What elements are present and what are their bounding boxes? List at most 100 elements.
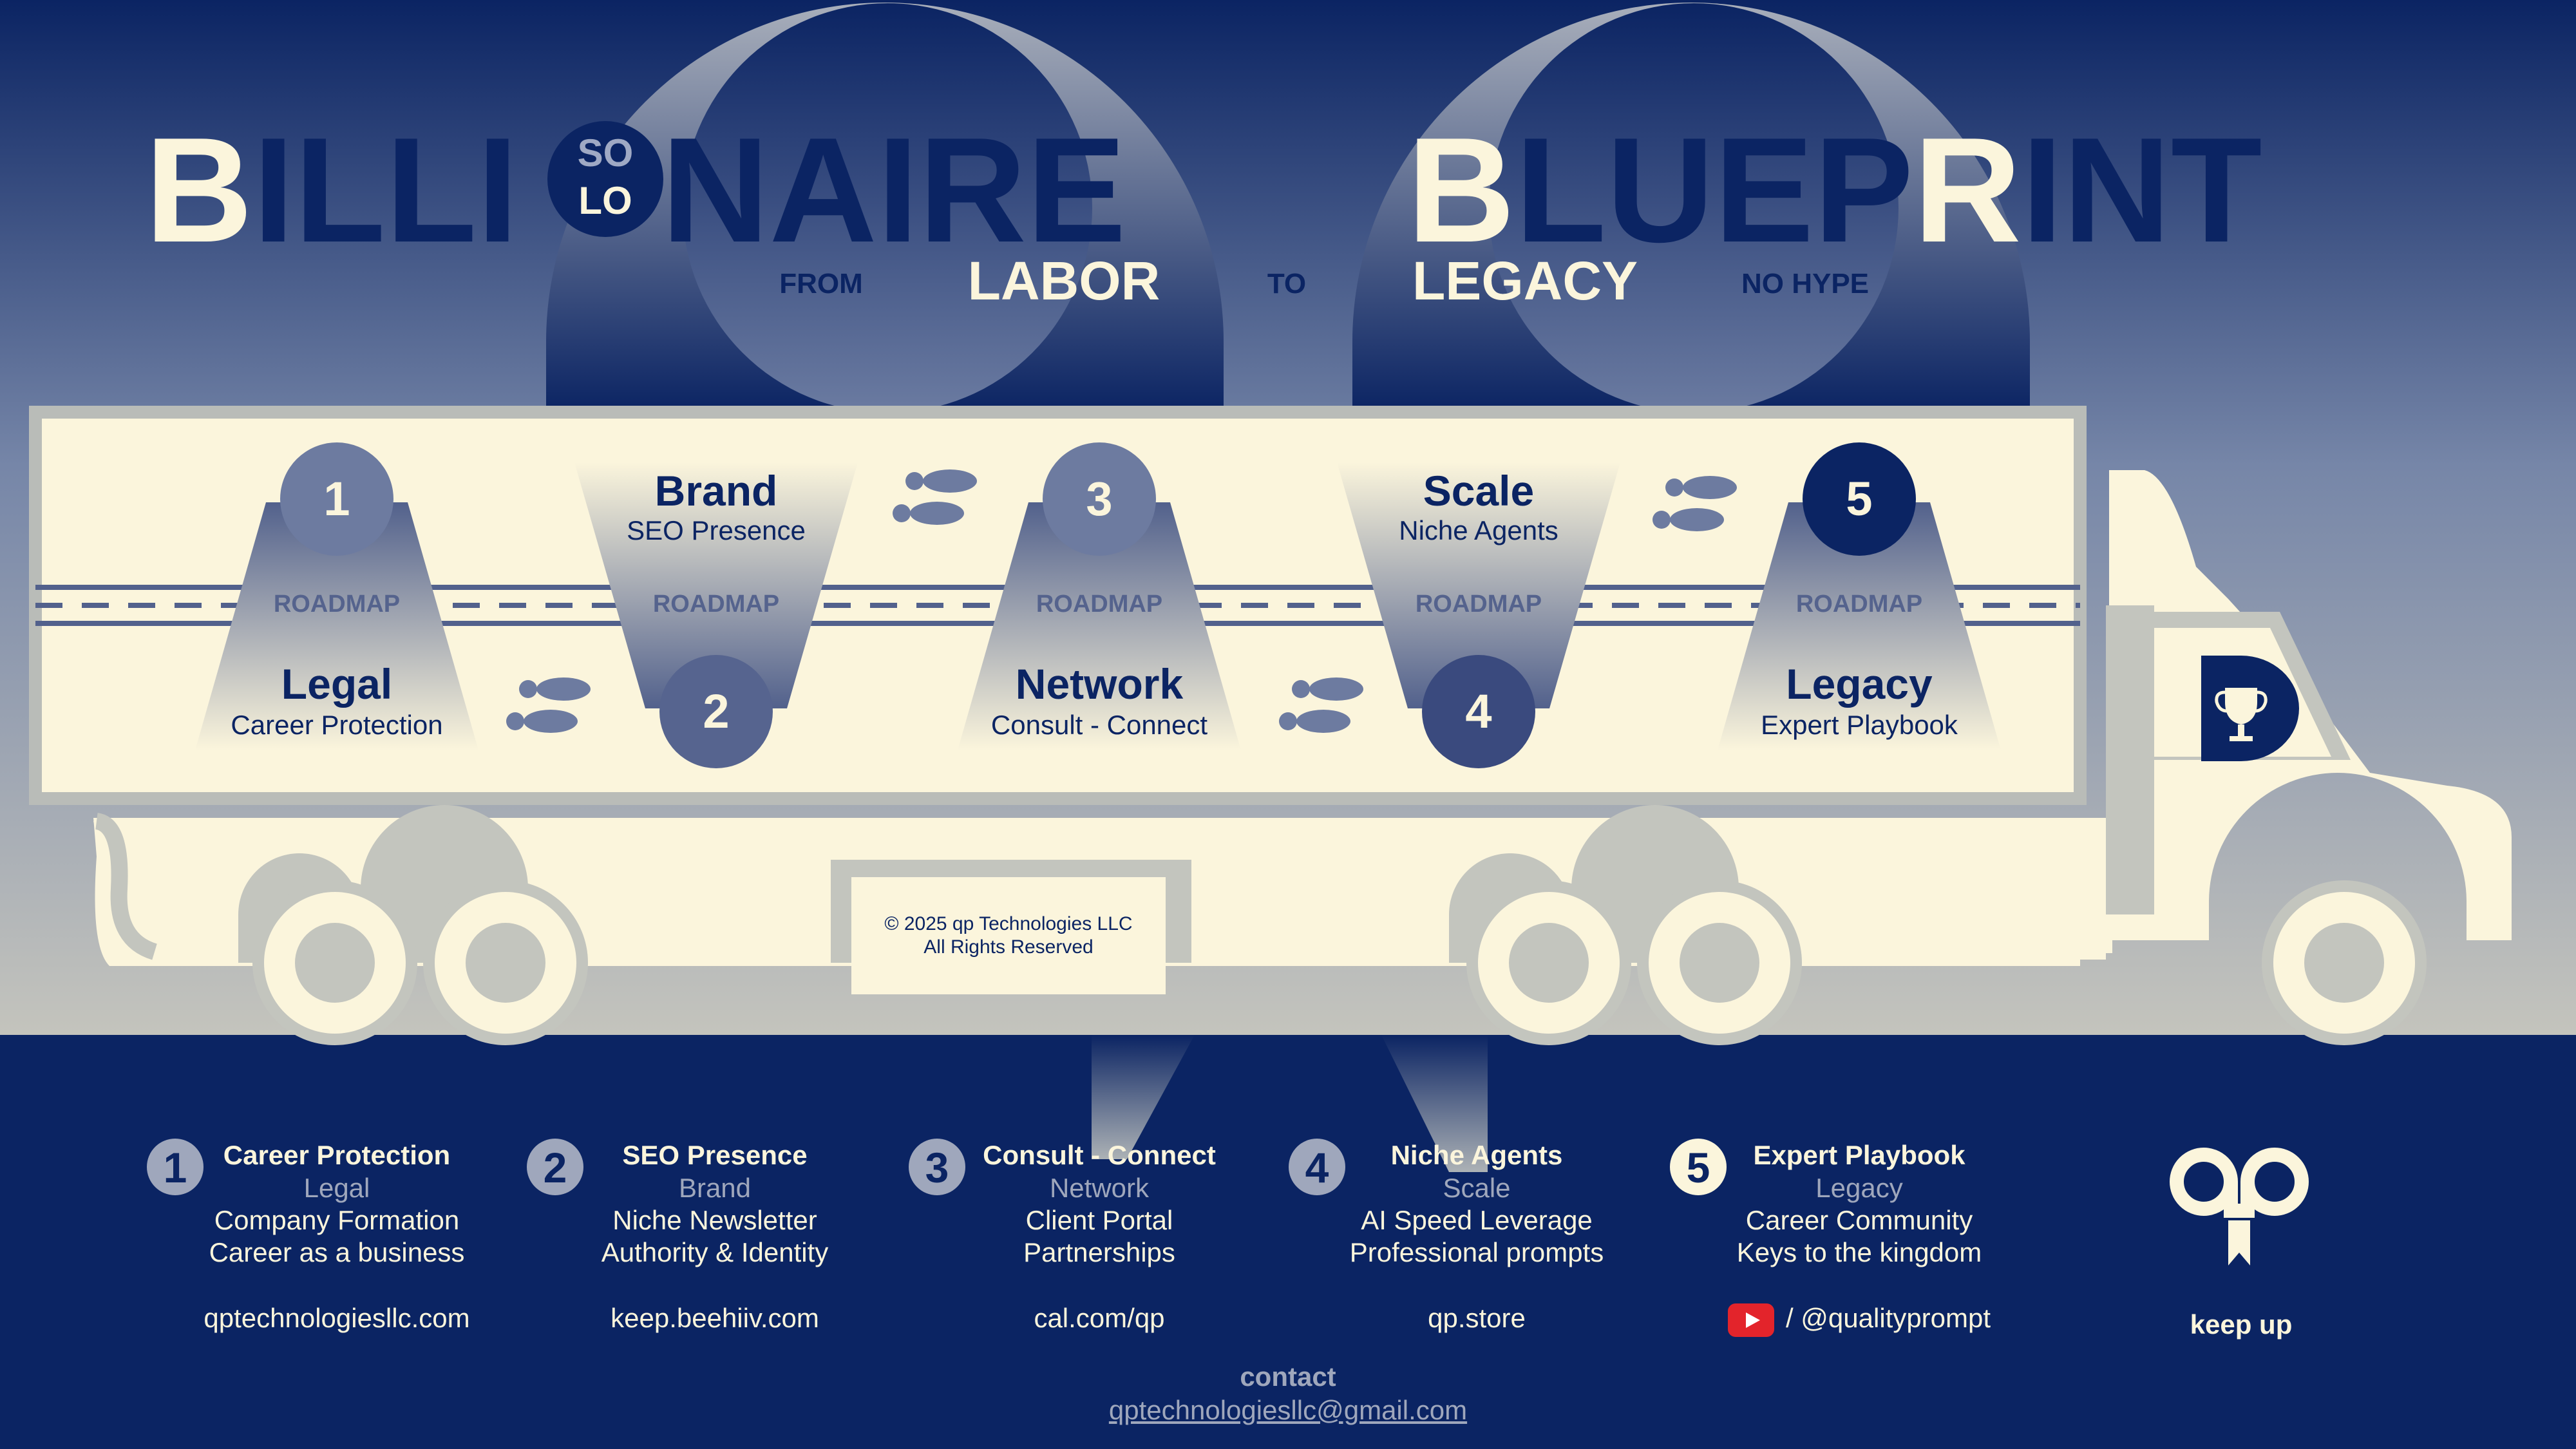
step-cone xyxy=(1718,502,2001,750)
roadmap-label: ROADMAP xyxy=(1036,591,1162,618)
tagline-from: FROM xyxy=(779,268,863,299)
footer-col-line: Client Portal xyxy=(1025,1205,1173,1235)
light-beam-left xyxy=(1092,1035,1195,1159)
footer-col-line: Keys to the kingdom xyxy=(1736,1237,1982,1267)
step-subtitle: Expert Playbook xyxy=(1761,710,1958,740)
roadmap-label: ROADMAP xyxy=(274,591,400,618)
roadmap-label: ROADMAP xyxy=(1796,591,1922,618)
step-number-disc xyxy=(280,442,393,556)
step-title: Legacy xyxy=(1786,660,1933,708)
footer-number: 4 xyxy=(1305,1144,1329,1191)
footer-link-website[interactable]: qptechnologiesllc.com xyxy=(204,1303,470,1333)
footer-col-line: Career Community xyxy=(1745,1205,1973,1235)
footer-number: 1 xyxy=(164,1144,187,1191)
footer-col-heading: Niche Agents xyxy=(1390,1140,1563,1170)
step-title: Scale xyxy=(1423,467,1534,515)
footer-link-youtube[interactable]: / @qualityprompt xyxy=(1679,1302,2040,1337)
step-number-disc xyxy=(659,655,773,768)
footer-col-5: Expert Playbook Legacy Career Community … xyxy=(1679,1139,2040,1337)
main-title: BILLI NAIRE xyxy=(145,107,1126,274)
truck-wheels xyxy=(252,880,2427,1045)
footer-number-badge: 3 xyxy=(909,1139,965,1195)
step-number-disc xyxy=(1803,442,1916,556)
step-number: 2 xyxy=(703,685,729,738)
trophy-badge xyxy=(2201,656,2299,761)
footer-col-line: Company Formation xyxy=(214,1205,460,1235)
footer-number: 2 xyxy=(544,1144,567,1191)
footer-number-badge: 4 xyxy=(1289,1139,1345,1195)
footer-col-sub: Scale xyxy=(1443,1173,1511,1203)
trophy-icon xyxy=(2215,688,2268,741)
step-number: 4 xyxy=(1465,685,1492,738)
footer-number-badge: 2 xyxy=(527,1139,583,1195)
step-cone xyxy=(195,502,478,750)
footer-number: 3 xyxy=(925,1144,949,1191)
footprints-icon xyxy=(1279,677,1363,733)
solo-badge xyxy=(547,121,663,237)
roadmap-label: ROADMAP xyxy=(653,591,779,618)
tagline-to: TO xyxy=(1267,268,1306,299)
footer-number-badge: 5 xyxy=(1670,1139,1727,1195)
footer-col-heading: Expert Playbook xyxy=(1753,1140,1965,1170)
footer-col-3: Consult - Connect Network Client Portal … xyxy=(919,1139,1280,1334)
footer-col-sub: Legal xyxy=(303,1173,370,1203)
step-title: Legal xyxy=(281,660,392,708)
footer-col-heading: SEO Presence xyxy=(622,1140,808,1170)
roadmap-label: ROADMAP xyxy=(1416,591,1542,618)
footer-link-newsletter[interactable]: keep.beehiiv.com xyxy=(611,1303,819,1333)
youtube-handle: / @qualityprompt xyxy=(1785,1303,1991,1333)
decorative-arches xyxy=(546,3,2030,413)
step-subtitle: Niche Agents xyxy=(1399,515,1558,545)
step-title: Network xyxy=(1016,660,1184,708)
footer-col-line: Professional prompts xyxy=(1349,1237,1604,1267)
step-number: 5 xyxy=(1846,472,1872,526)
tagline-labor: LABOR xyxy=(968,251,1160,311)
tagline-legacy: LEGACY xyxy=(1412,251,1638,311)
footprints-icon xyxy=(893,469,977,525)
footer-col-4: Niche Agents Scale AI Speed Leverage Pro… xyxy=(1296,1139,1657,1334)
qp-logo-icon xyxy=(2170,1148,2309,1265)
footprints-icon xyxy=(1653,476,1737,531)
light-beam-right xyxy=(1381,1035,1488,1172)
step-subtitle: Career Protection xyxy=(231,710,442,740)
footer-col-sub: Network xyxy=(1049,1173,1150,1203)
step-cone xyxy=(574,462,858,708)
step-subtitle: Consult - Connect xyxy=(991,710,1208,740)
footer-link-calendar[interactable]: cal.com/qp xyxy=(1034,1303,1165,1333)
footer-col-heading: Consult - Connect xyxy=(983,1140,1216,1170)
footer-band xyxy=(0,1035,2576,1449)
footer-col-line: Partnerships xyxy=(1023,1237,1175,1267)
step-title: Brand xyxy=(655,467,778,515)
footer-col-line: Career as a business xyxy=(209,1237,465,1267)
footer-col-sub: Legacy xyxy=(1815,1173,1903,1203)
footer-col-2: SEO Presence Brand Niche Newsletter Auth… xyxy=(535,1139,895,1334)
step-number: 1 xyxy=(323,472,350,526)
copyright-plate xyxy=(851,877,1166,994)
blueprint-title: BLUEPRINT xyxy=(1407,107,2262,274)
step-subtitle: SEO Presence xyxy=(627,515,806,545)
solo-top-text: SO xyxy=(578,131,634,175)
footer-col-line: Authority & Identity xyxy=(601,1237,829,1267)
footer-col-1: Career Protection Legal Company Formatio… xyxy=(156,1139,517,1334)
step-cone xyxy=(958,502,1241,750)
step-cone xyxy=(1337,462,1620,708)
footer-number-badge: 1 xyxy=(147,1139,204,1195)
step-number-disc xyxy=(1043,442,1156,556)
footer-link-store[interactable]: qp.store xyxy=(1428,1303,1526,1333)
footer-col-sub: Brand xyxy=(678,1173,752,1203)
step-number-disc xyxy=(1422,655,1535,768)
step-number: 3 xyxy=(1086,472,1112,526)
footer-number: 5 xyxy=(1687,1144,1710,1191)
footer-col-line: AI Speed Leverage xyxy=(1361,1205,1593,1235)
solo-bottom-text: LO xyxy=(578,179,632,222)
footprints-icon xyxy=(506,677,591,733)
footer-col-line: Niche Newsletter xyxy=(612,1205,817,1235)
youtube-icon xyxy=(1727,1303,1774,1337)
footer-col-heading: Career Protection xyxy=(223,1140,451,1170)
